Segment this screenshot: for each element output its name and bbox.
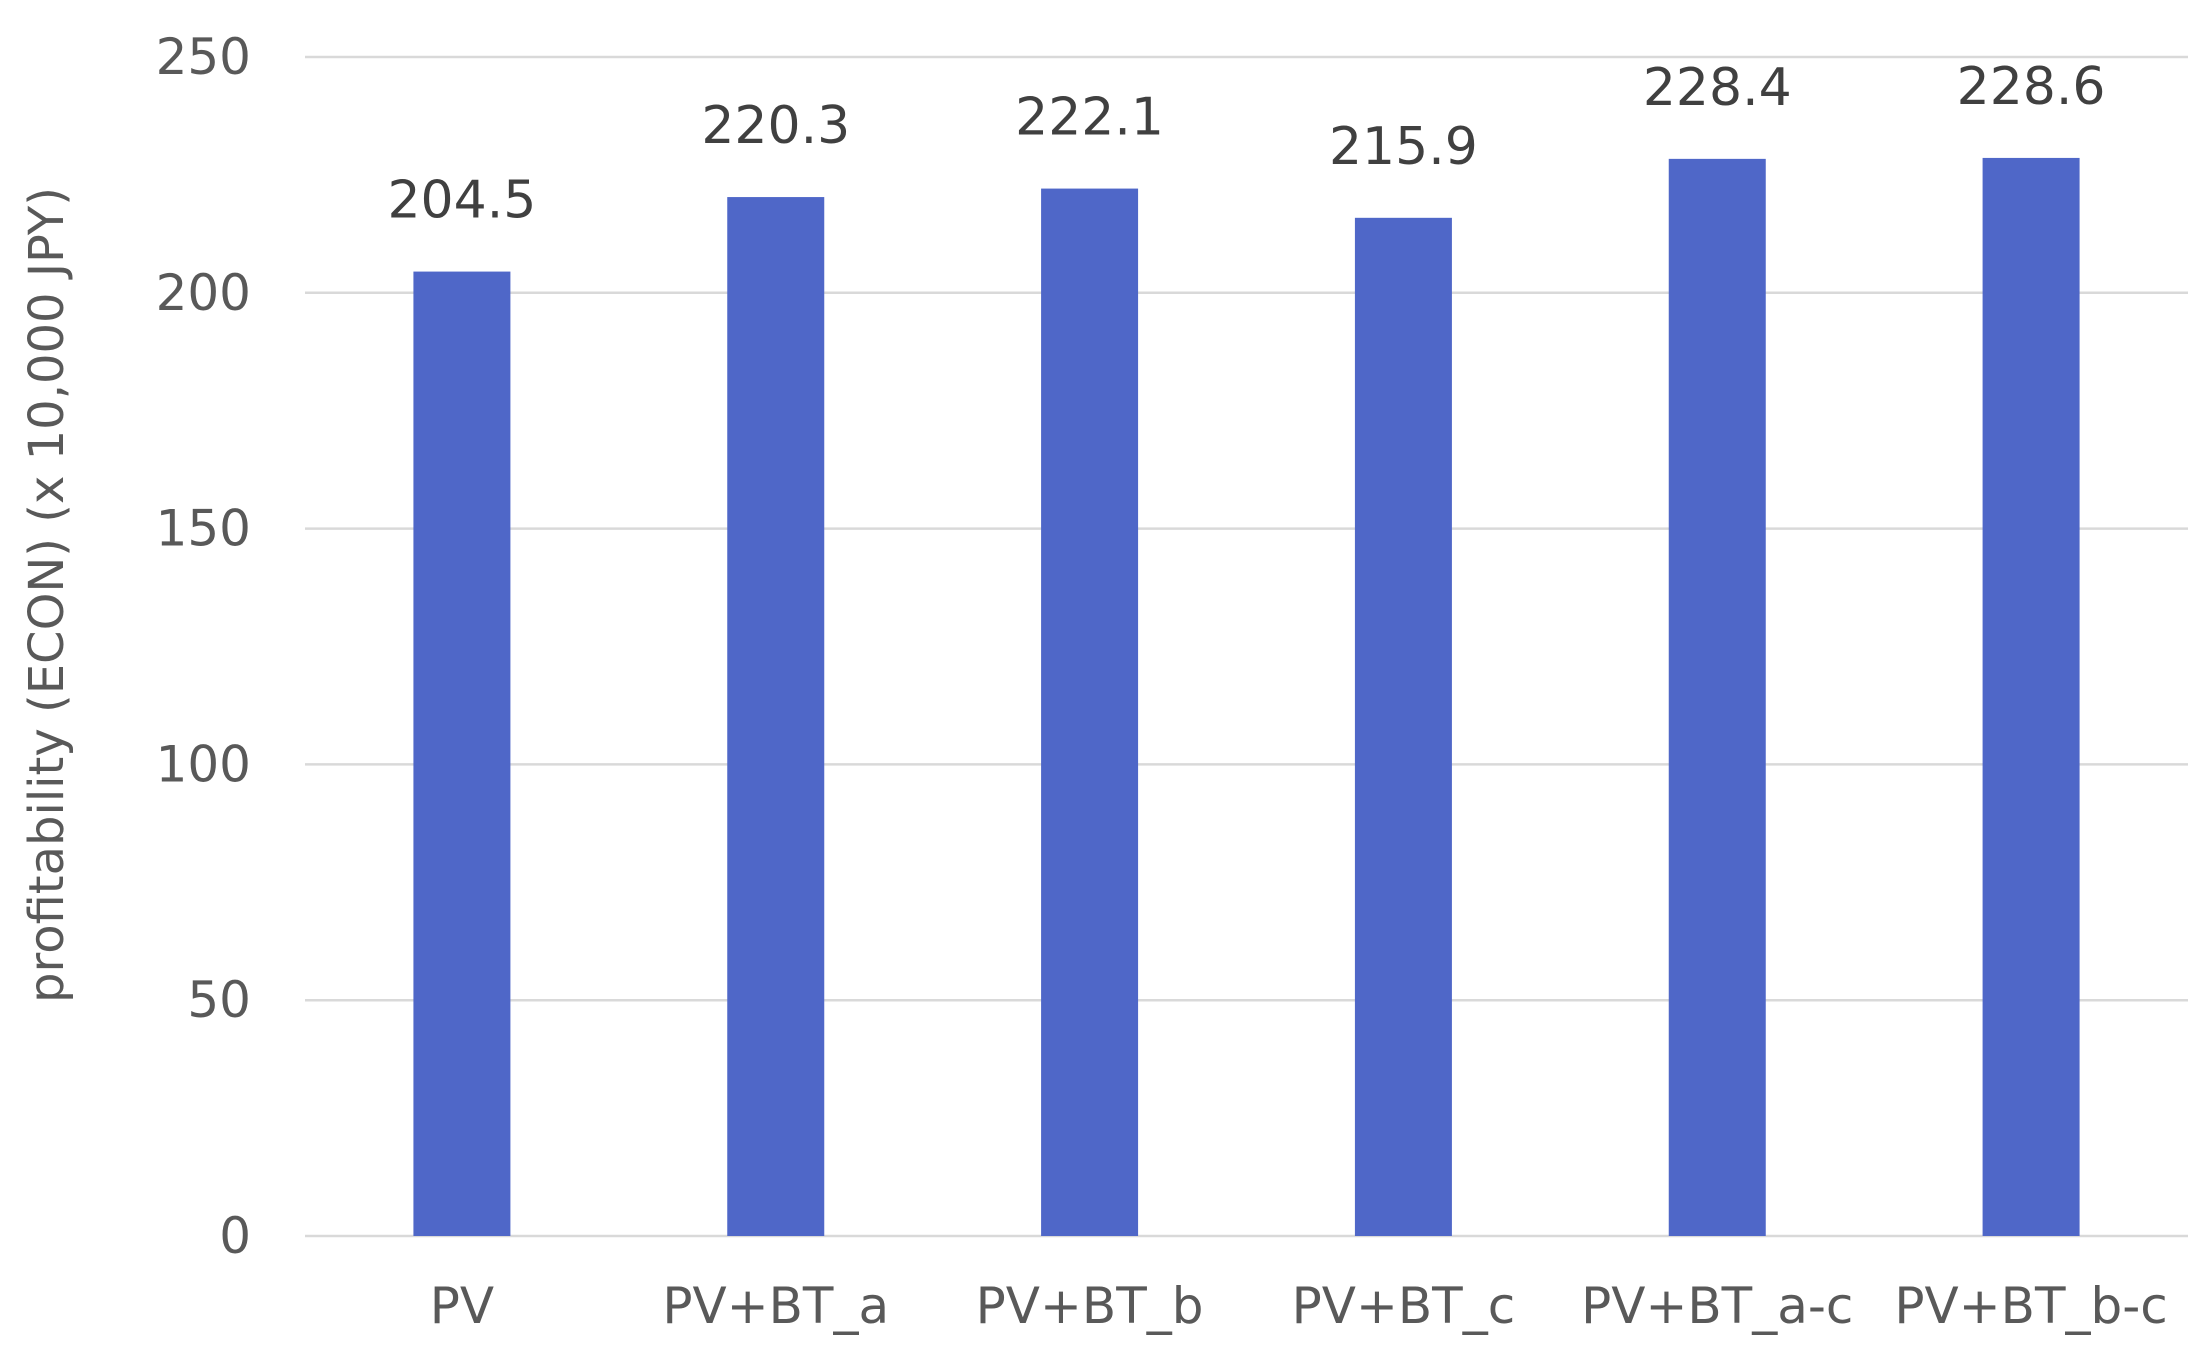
x-tick-label: PV xyxy=(430,1277,494,1335)
x-tick-label: PV+BT_b-c xyxy=(1894,1277,2167,1335)
bar-PV xyxy=(413,271,511,1236)
bar-PV+BT_a xyxy=(727,197,825,1237)
x-tick-label: PV+BT_a xyxy=(662,1277,889,1335)
y-axis-title: profitability (ECON) (x 10,000 JPY) xyxy=(19,187,75,1003)
bar-PV+BT_b-c xyxy=(1982,157,2080,1237)
data-label: 228.4 xyxy=(1643,58,1792,118)
bars xyxy=(413,157,2080,1237)
data-label: 220.3 xyxy=(701,96,850,156)
y-tick-label: 100 xyxy=(156,735,251,793)
data-label: 204.5 xyxy=(387,171,536,231)
y-tick-label: 150 xyxy=(156,500,251,558)
bar-PV+BT_a-c xyxy=(1668,158,1766,1236)
bar-PV+BT_b xyxy=(1041,188,1139,1236)
x-axis-categories: PV PV+BT_a PV+BT_b PV+BT_c PV+BT_a-c PV+BT_b-… xyxy=(430,1277,2168,1335)
bar-PV+BT_c xyxy=(1354,217,1452,1236)
x-tick-label: PV+BT_b xyxy=(976,1277,1204,1335)
y-tick-label: 250 xyxy=(156,28,251,86)
data-label: 222.1 xyxy=(1015,88,1164,148)
x-tick-label: PV+BT_c xyxy=(1292,1277,1516,1335)
y-tick-label: 0 xyxy=(219,1207,251,1265)
x-tick-label: PV+BT_a-c xyxy=(1581,1277,1853,1335)
y-axis-ticks: 0 50 100 150 200 250 xyxy=(156,28,251,1265)
y-tick-label: 50 xyxy=(187,971,251,1029)
gridlines xyxy=(305,55,2188,1238)
data-label: 228.6 xyxy=(1957,57,2106,117)
y-tick-label: 200 xyxy=(156,264,251,322)
data-label: 215.9 xyxy=(1329,117,1478,177)
data-labels: 204.5 220.3 222.1 215.9 228.4 228.6 xyxy=(387,57,2105,231)
